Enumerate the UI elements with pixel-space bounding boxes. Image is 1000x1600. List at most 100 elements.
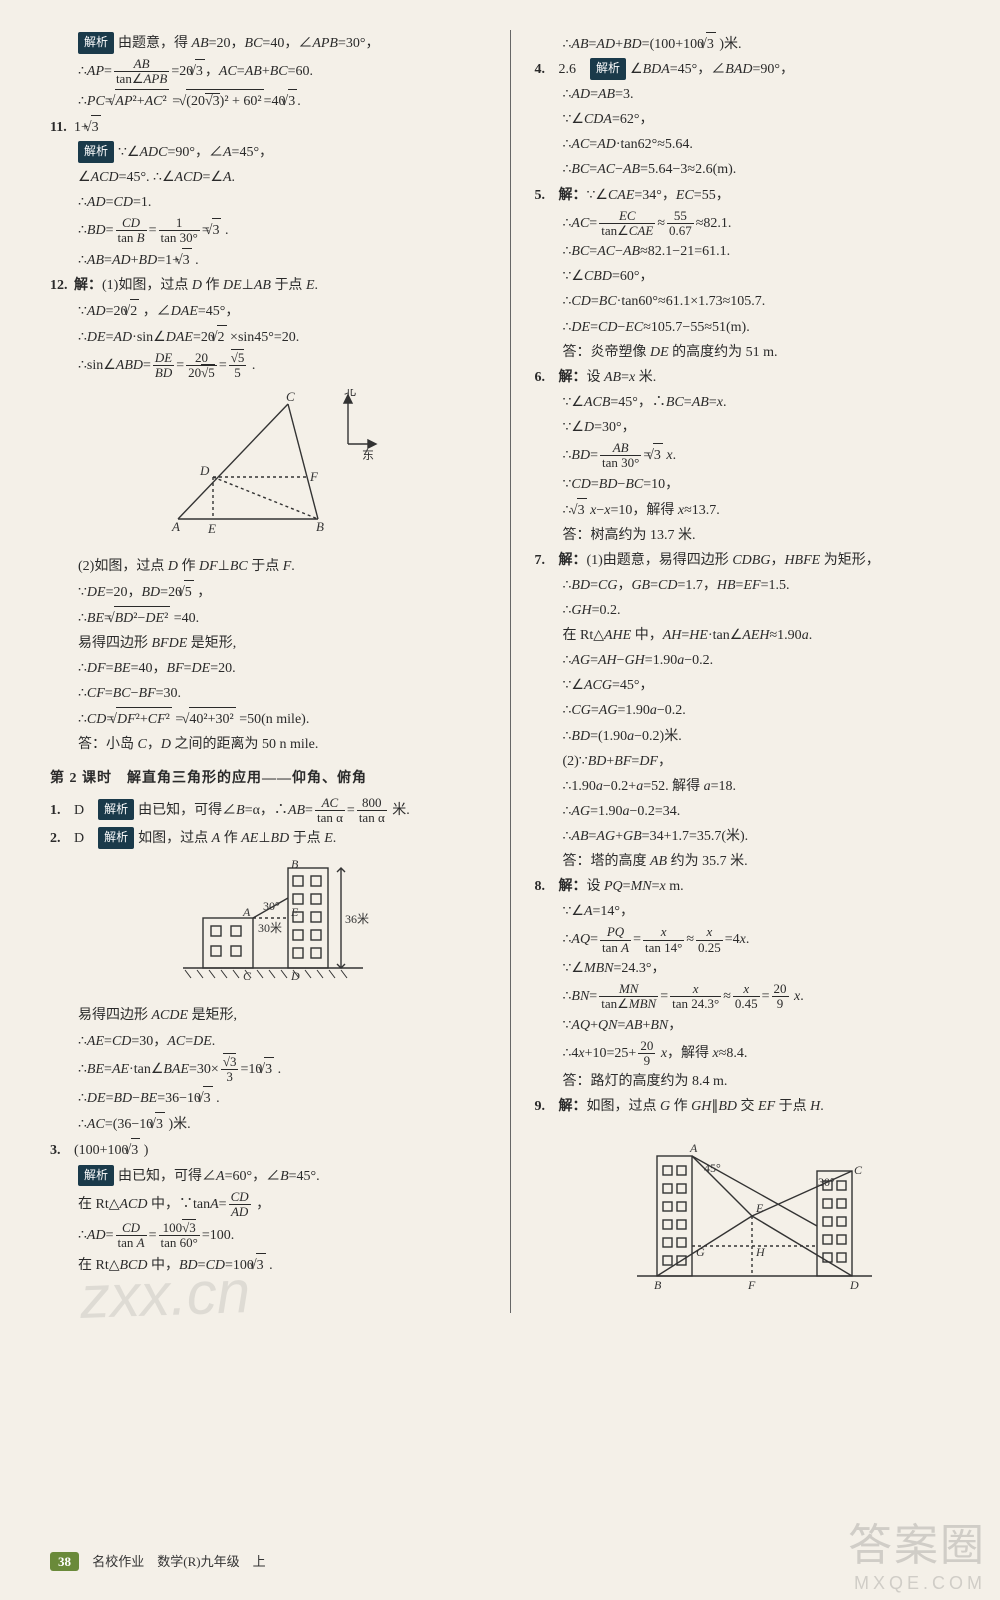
label-E: E <box>290 905 299 919</box>
figure-two-buildings: A B C D E F G H 45° 30° <box>534 1126 970 1304</box>
page-number: 38 <box>50 1552 79 1571</box>
label-D: D <box>290 969 300 983</box>
label-E: E <box>755 1201 764 1215</box>
q8: 8.解：设 PQ=MN=x m. <box>534 875 970 898</box>
text: 答：树高约为 13.7 米. <box>534 524 970 547</box>
text: ∴ 3 x−x=10，解得 x≈13.7. <box>534 498 970 522</box>
label-C: C <box>243 969 252 983</box>
section-title: 第 2 课时 解直角三角形的应用——仰角、俯角 <box>50 767 486 790</box>
label-B: B <box>316 519 324 534</box>
label-F: F <box>309 469 319 484</box>
tag-analysis: 解析 <box>98 799 134 821</box>
text: 答：炎帝塑像 DE 的高度约为 51 m. <box>534 341 970 364</box>
q6: 6.解：设 AB=x 米. <box>534 366 970 389</box>
q7: 7.解：(1)由题意，易得四边形 CDBG，HBFE 为矩形， <box>534 549 970 572</box>
tag-analysis: 解析 <box>78 1165 114 1187</box>
label-angle: 30° <box>263 899 280 913</box>
text: ∴AE=CD=30，AC=DE. <box>50 1030 486 1053</box>
label-A: A <box>242 905 251 919</box>
watermark-corner-small: MXQE.COM <box>848 1573 986 1594</box>
text: ∵∠CDA=62°， <box>534 108 970 131</box>
label-north: 北 <box>344 389 356 398</box>
text: ∴CF=BC−BF=30. <box>50 682 486 705</box>
text: ∴BE=BD²−DE² =40. <box>50 606 486 630</box>
tag-analysis: 解析 <box>78 32 114 54</box>
text: ∴DF=BE=40，BF=DE=20. <box>50 657 486 680</box>
label-A: A <box>171 519 180 534</box>
text: ∴AB=AG+GB=34+1.7=35.7(米). <box>534 825 970 848</box>
label-B: B <box>654 1278 662 1292</box>
text: ∴BC=AC−AB=5.64−3≈2.6(m). <box>534 158 970 181</box>
text: ∴PC=AP²+AC² = (20√3)² + 60²=403. <box>50 89 486 113</box>
tag-analysis: 解析 <box>590 58 626 80</box>
text: ∴CD=DF²+CF² = 40²+30² =50(n mile). <box>50 707 486 731</box>
watermark-corner: 答案圈 MXQE.COM <box>848 1509 986 1594</box>
text: ∴BD=CDtan B=1tan 30°=3 . <box>50 216 486 246</box>
text: 答：塔的高度 AB 约为 35.7 米. <box>534 850 970 873</box>
label-C: C <box>854 1163 863 1177</box>
text: ∴AG=AH−GH=1.90a−0.2. <box>534 649 970 672</box>
text: ∵∠A=14°， <box>534 900 970 923</box>
label-D: D <box>849 1278 859 1292</box>
label-east: 东 <box>362 448 374 462</box>
text: ∴BN=MNtan∠MBN=xtan 24.3°≈x0.45=209 x. <box>534 982 970 1012</box>
text: ∵∠ACG=45°， <box>534 674 970 697</box>
footer-label: 名校作业 数学(R)九年级 上 <box>92 1554 265 1569</box>
label-45: 45° <box>704 1161 721 1175</box>
text: 易得四边形 BFDE 是矩形, <box>50 632 486 655</box>
q2: 2.D 解析如图，过点 A 作 AE⊥BD 于点 E. <box>50 827 486 850</box>
label-30: 30° <box>818 1175 835 1189</box>
text: (2)∵BD+BF=DF， <box>534 750 970 773</box>
text: 易得四边形 ACDE 是矩形, <box>50 1004 486 1027</box>
text: ∵∠ACB=45°，∴BC=AB=x. <box>534 391 970 414</box>
page-footer: 38 名校作业 数学(R)九年级 上 <box>50 1551 266 1570</box>
tag-analysis: 解析 <box>98 827 134 849</box>
text: ∴AC=ECtan∠CAE≈550.67≈82.1. <box>534 209 970 239</box>
text: 解析∵∠ADC=90°，∠A=45°， <box>50 141 486 164</box>
text: 在 Rt△ACD 中，∵tanA=CDAD ， <box>50 1190 486 1220</box>
text: ∴DE=AD·sin∠DAE=202 ×sin45°=20. <box>50 325 486 349</box>
q1: 1.D 解析由已知，可得∠B=α，∴AB=ACtan α=800tan α 米. <box>50 796 486 826</box>
label-H: H <box>755 1245 766 1259</box>
text: ∵AQ+QN=AB+BN， <box>534 1014 970 1037</box>
label-B: B <box>291 858 299 871</box>
text: 答：小岛 C，D 之间的距离为 50 n mile. <box>50 733 486 756</box>
text: ∴BD=ABtan 30°=3 x. <box>534 441 970 471</box>
figure-building: A B C D E 30° 30米 36米 <box>50 858 486 996</box>
text: ∵∠MBN=24.3°， <box>534 957 970 980</box>
label-G: G <box>696 1245 705 1259</box>
text: ∴AB=AD+BD=(100+1003 )米. <box>534 32 970 56</box>
text: ∴CD=BC·tan60°≈61.1×1.73≈105.7. <box>534 290 970 313</box>
text: ∵AD=202 ，∠DAE=45°， <box>50 299 486 323</box>
text: ∴AQ=PQtan A=xtan 14°≈x0.25=4x. <box>534 925 970 955</box>
text: 答：路灯的高度约为 8.4 m. <box>534 1070 970 1093</box>
text: ∴DE=CD−EC≈105.7−55≈51(m). <box>534 316 970 339</box>
q4: 4.2.6 解析∠BDA=45°，∠BAD=90°， <box>534 58 970 81</box>
text: ∴AD=AB=3. <box>534 83 970 106</box>
q11-answer: 11.1+3 <box>50 115 486 139</box>
column-divider <box>510 30 511 1313</box>
text: 在 Rt△BCD 中，BD=CD=1003 . <box>50 1253 486 1277</box>
right-column: ∴AB=AD+BD=(100+1003 )米. 4.2.6 解析∠BDA=45°… <box>534 30 970 1313</box>
text: ∴BD=(1.90a−0.2)米. <box>534 725 970 748</box>
text: ∴AP=ABtan∠APB=203，AC=AB+BC=60. <box>50 57 486 87</box>
text: ∴AC=(36−103 )米. <box>50 1112 486 1136</box>
text: ∴AB=AD+BD=1+3 . <box>50 248 486 272</box>
text: ∴AC=AD·tan62°≈5.64. <box>534 133 970 156</box>
label-D: D <box>199 463 210 478</box>
text: ∴AD=CDtan A=100√3tan 60°=100. <box>50 1221 486 1251</box>
text: 解析由题意，得 AB=20，BC=40，∠APB=30°， <box>50 32 486 55</box>
label-C: C <box>286 389 295 404</box>
text: ∴BE=AE·tan∠BAE=30×√33=103 . <box>50 1055 486 1085</box>
text: ∵CD=BD−BC=10， <box>534 473 970 496</box>
label-E: E <box>207 521 216 536</box>
text: ∴BD=CG，GB=CD=1.7，HB=EF=1.5. <box>534 574 970 597</box>
text: ∴DE=BD−BE=36−103 . <box>50 1086 486 1110</box>
text: (2)如图，过点 D 作 DF⊥BC 于点 F. <box>50 555 486 578</box>
text: 在 Rt△AHE 中，AH=HE·tan∠AEH≈1.90a. <box>534 624 970 647</box>
text: ∵∠CBD=60°， <box>534 265 970 288</box>
q12: 12.解：(1)如图，过点 D 作 DE⊥AB 于点 E. <box>50 274 486 297</box>
label-F: F <box>747 1278 756 1292</box>
watermark-corner-big: 答案圈 <box>848 1509 986 1573</box>
label-A: A <box>689 1141 698 1155</box>
